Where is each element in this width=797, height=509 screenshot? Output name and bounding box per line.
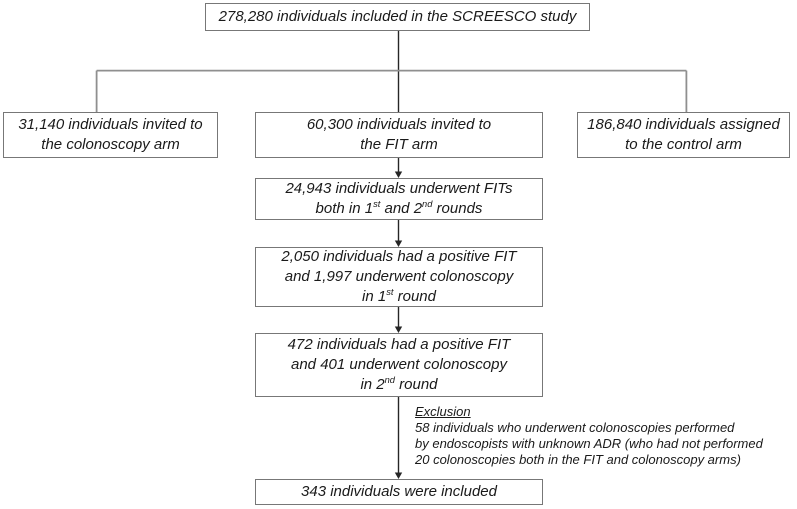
fit-arm-line1: 60,300 individuals invited to [306,115,492,133]
control-arm-line2: to the control arm [625,136,742,153]
exclusion-line2: by endoscopists with unknown ADR (who ha… [415,436,763,452]
round1-positive-fit-box: 2,050 individuals had a positive FIT and… [255,247,543,307]
final-included-text: 343 individuals were included [301,482,497,500]
fit-rounds-line2-c: rounds [432,200,483,217]
round2-line3-a: in 2 [360,376,385,394]
exclusion-note: Exclusion 58 individuals who underwent c… [415,404,795,468]
ordinal-nd: nd [422,199,433,209]
fit-rounds-line1: 24,943 individuals underwent FITs [285,179,513,197]
arrow-rounds-to-round1 [394,220,403,247]
study-total-text: 278,280 individuals included in the SCRE… [218,7,577,25]
round1-line3: in 1st round [362,287,436,307]
arrow-fit-to-rounds [394,158,403,178]
fit-rounds-line2: both in 1st and 2nd rounds [316,199,483,219]
round1-line2: and 1,997 underwent colonoscopy [284,267,514,285]
round2-line2: and 401 underwent colonoscopy [291,355,507,373]
colonoscopy-arm-box: 31,140 individuals invited to the colono… [3,112,218,158]
final-included-box: 343 individuals were included [255,479,543,505]
round2-line3-b: round [394,376,438,394]
exclusion-line1: 58 individuals who underwent colonoscopi… [415,420,735,436]
round1-line1: 2,050 individuals had a positive FIT [281,247,517,265]
control-arm-line1: 186,840 individuals assigned [587,115,780,133]
arrow-round1-to-round2 [394,307,403,333]
fit-arm-line2: the FIT arm [360,136,438,153]
round2-line1: 472 individuals had a positive FIT [287,335,511,353]
fit-rounds-box: 24,943 individuals underwent FITs both i… [255,178,543,220]
study-total-box: 278,280 individuals included in the SCRE… [205,3,590,31]
control-arm-box: 186,840 individuals assigned to the cont… [577,112,790,158]
round2-positive-fit-box: 472 individuals had a positive FIT and 4… [255,333,543,397]
exclusion-heading: Exclusion [415,404,471,419]
exclusion-line3: 20 colonoscopies both in the FIT and col… [415,452,741,468]
fit-rounds-line2-b: and 2 [380,200,423,217]
arrow-round2-to-final [394,397,403,479]
fit-arm-box: 60,300 individuals invited to the FIT ar… [255,112,543,158]
round2-line3: in 2nd round [360,375,437,395]
colonoscopy-arm-line2: the colonoscopy arm [41,136,180,153]
round1-line3-b: round [393,288,436,306]
ordinal-st: st [386,287,394,298]
ordinal-st: st [373,199,381,209]
ordinal-nd: nd [384,375,395,386]
round1-line3-a: in 1 [362,288,387,306]
colonoscopy-arm-line1: 31,140 individuals invited to [18,115,203,133]
fit-rounds-line2-a: both in 1 [315,200,374,217]
